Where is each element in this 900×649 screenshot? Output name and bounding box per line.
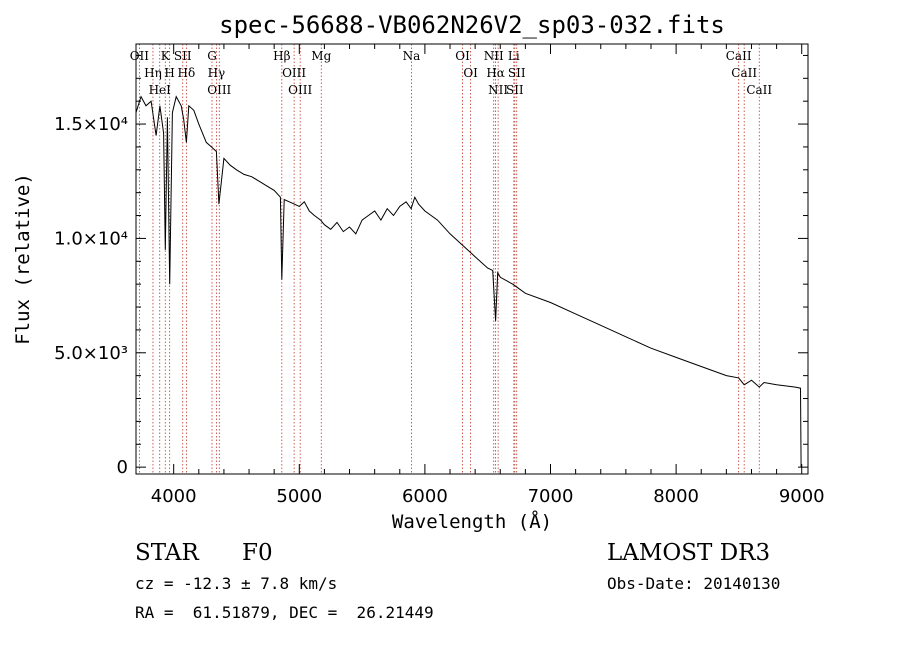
spectral-line-label: SII: [508, 66, 526, 80]
x-axis-label: Wavelength (Å): [392, 510, 552, 533]
plot-frame: [135, 43, 809, 475]
y-tick-label: 0: [117, 457, 128, 478]
y-axis-label: Flux (relative): [12, 173, 34, 345]
spectral-line-label: HeI: [149, 83, 172, 97]
survey-name: LAMOST DR3: [607, 540, 771, 566]
spectral-line-label: OIII: [207, 83, 231, 97]
y-axis: 0 5.0×10³ 1.0×10⁴ 1.5×10⁴: [54, 54, 808, 478]
object-class: STAR: [135, 540, 199, 566]
redshift-text: cz = -12.3 ± 7.8 km/s: [135, 574, 338, 593]
x-tick-label: 7000: [528, 486, 574, 507]
spectral-line-label: OI: [455, 49, 470, 63]
spectral-line-label: Mg: [311, 49, 331, 63]
spectrum-series-line: [135, 95, 802, 468]
spectral-line-label: CaII: [746, 83, 772, 97]
spectral-line-label: NII: [484, 49, 504, 63]
spectral-line-label: Hβ: [273, 49, 290, 63]
spectral-line-markers: [138, 44, 760, 474]
spectral-line-label: OII: [130, 49, 150, 63]
spectral-line-label: CaII: [726, 49, 752, 63]
y-tick-label: 1.0×10⁴: [54, 228, 128, 249]
spectral-line-label: OI: [463, 66, 478, 80]
spectral-line-label: Hα: [486, 66, 505, 80]
spectral-line-label: OIII: [282, 66, 306, 80]
spectral-line-label: Hη: [144, 66, 162, 80]
x-tick-label: 5000: [276, 486, 322, 507]
obs-date-text: Obs-Date: 20140130: [607, 574, 781, 593]
x-tick-label: 9000: [779, 486, 825, 507]
spectral-line-label: OIII: [288, 83, 312, 97]
spectral-line-label: SII: [174, 49, 192, 63]
spectral-line-label: Hδ: [178, 66, 196, 80]
y-tick-label: 1.5×10⁴: [54, 114, 128, 135]
spectral-line-label: NII: [488, 83, 508, 97]
x-axis: 4000 5000 6000 7000 8000 9000: [151, 44, 825, 507]
spectral-line-label: G: [207, 49, 217, 63]
spectral-line-label: Hγ: [208, 66, 226, 80]
x-tick-label: 6000: [402, 486, 448, 507]
spectral-line-label: SII: [506, 83, 524, 97]
spectral-line-label: H: [164, 66, 174, 80]
spectral-line-label: CaII: [731, 66, 757, 80]
spectral-line-label: Na: [403, 49, 421, 63]
x-tick-label: 8000: [653, 486, 699, 507]
x-tick-label: 4000: [151, 486, 197, 507]
object-subclass: F0: [242, 540, 273, 566]
chart-title: spec-56688-VB062N26V2_sp03-032.fits: [219, 11, 725, 39]
spectral-line-label: K: [161, 49, 171, 63]
y-tick-label: 5.0×10³: [54, 343, 128, 364]
spectral-line-label: Li: [508, 49, 520, 63]
coordinates-text: RA = 61.51879, DEC = 26.21449: [135, 603, 434, 622]
